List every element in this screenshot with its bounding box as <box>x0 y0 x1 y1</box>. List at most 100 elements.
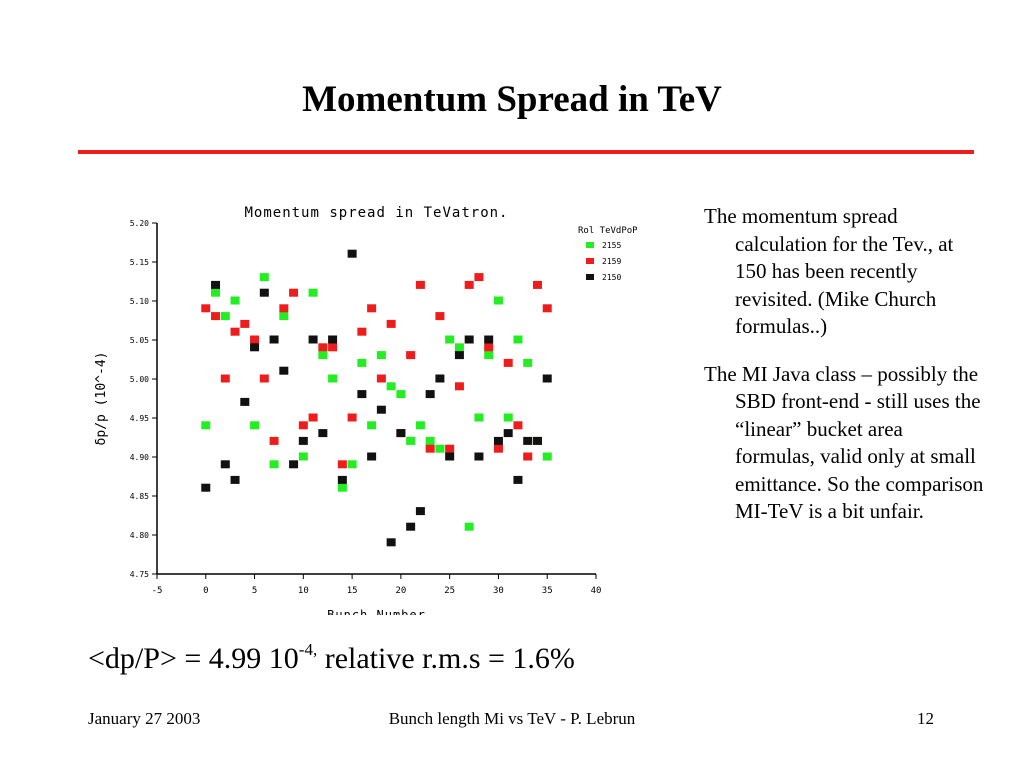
data-point <box>328 335 338 344</box>
data-point <box>250 335 260 344</box>
data-point <box>230 475 240 484</box>
data-point <box>347 413 357 422</box>
y-tick-label: 5.15 <box>130 258 149 267</box>
legend-marker <box>586 258 594 264</box>
data-point <box>464 335 474 344</box>
data-point <box>435 444 445 453</box>
data-point <box>454 343 464 352</box>
data-point <box>318 351 328 360</box>
legend-marker <box>586 242 594 248</box>
data-point <box>347 460 357 469</box>
y-tick-label: 4.75 <box>130 570 149 579</box>
data-point <box>474 273 484 282</box>
data-point <box>211 312 221 321</box>
data-point <box>376 351 386 360</box>
data-point <box>279 304 289 313</box>
data-point <box>435 374 445 383</box>
x-tick-label: 5 <box>252 586 257 596</box>
y-tick-label: 5.05 <box>130 336 149 345</box>
data-point <box>259 273 269 282</box>
momentum-spread-chart: -5 0 5 10 15 20 25 30 35 40 4.75 4.80 4.85 4.90 4.95 5.… <box>94 205 638 615</box>
data-point <box>474 413 484 422</box>
data-point <box>415 421 425 430</box>
data-point <box>493 296 503 305</box>
legend-title: Rol TeVdPoP <box>578 226 638 236</box>
data-point <box>259 288 269 297</box>
x-axis-label: Bunch Number <box>327 608 426 615</box>
data-point <box>289 288 299 297</box>
data-point <box>454 351 464 360</box>
data-point <box>425 390 435 399</box>
data-point <box>347 249 357 258</box>
y-tick-label: 4.80 <box>130 531 149 540</box>
data-point <box>220 374 230 383</box>
data-point <box>230 327 240 336</box>
data-point <box>220 312 230 321</box>
data-point <box>532 436 542 445</box>
data-point <box>337 483 347 492</box>
y-tick-label: 4.95 <box>130 414 149 423</box>
data-point <box>250 421 260 430</box>
bullet-item-1: The momentum spread calculation for the … <box>704 204 954 338</box>
data-point <box>328 343 338 352</box>
x-tick-label: 20 <box>395 586 406 596</box>
data-point <box>484 351 494 360</box>
data-point <box>484 343 494 352</box>
x-tick-label: 40 <box>591 586 602 596</box>
x-tick-label: 35 <box>542 586 553 596</box>
data-point <box>396 429 406 438</box>
legend-label: 2155 <box>602 241 621 250</box>
data-point <box>318 429 328 438</box>
x-tick-label: 15 <box>347 586 358 596</box>
data-point <box>425 444 435 453</box>
data-point <box>240 319 250 328</box>
data-point <box>523 452 533 461</box>
y-tick-label: 4.85 <box>130 492 149 501</box>
data-point <box>240 397 250 406</box>
data-point <box>454 382 464 391</box>
data-point <box>308 413 318 422</box>
summary-exponent: -4, <box>298 640 318 659</box>
data-point <box>484 335 494 344</box>
y-tick-label: 5.20 <box>130 219 149 228</box>
data-point <box>435 312 445 321</box>
data-point <box>542 374 552 383</box>
data-point <box>445 444 455 453</box>
data-point <box>357 327 367 336</box>
x-tick-label: 30 <box>493 586 504 596</box>
data-point <box>211 280 221 289</box>
data-point <box>396 390 406 399</box>
y-tick-label: 5.00 <box>130 375 149 384</box>
data-point <box>201 421 211 430</box>
footer-title: Bunch length Mi vs TeV - P. Lebrun <box>388 709 636 728</box>
data-point <box>503 413 513 422</box>
data-point <box>386 538 396 547</box>
legend-label: 2150 <box>602 273 621 282</box>
data-point <box>269 460 279 469</box>
x-tick-label: 10 <box>298 586 309 596</box>
data-point <box>415 280 425 289</box>
data-point <box>406 522 416 531</box>
data-point <box>386 382 396 391</box>
data-point <box>337 475 347 484</box>
data-point <box>513 421 523 430</box>
data-point <box>513 335 523 344</box>
data-point <box>474 452 484 461</box>
data-point <box>464 280 474 289</box>
data-point <box>513 475 523 484</box>
y-tick-label: 4.90 <box>130 453 149 462</box>
data-point <box>542 452 552 461</box>
slide-title: Momentum Spread in TeV <box>302 79 722 120</box>
data-point <box>542 304 552 313</box>
bullet-list: The momentum spread calculation for the … <box>704 203 984 546</box>
data-point <box>406 436 416 445</box>
data-point <box>406 351 416 360</box>
data-point <box>269 335 279 344</box>
data-point <box>279 366 289 375</box>
summary-line: <dp/P> = 4.99 10-4, relative r.m.s = 1.6… <box>88 640 575 676</box>
data-point <box>318 343 328 352</box>
data-point <box>289 460 299 469</box>
summary-prefix: <dp/P> = 4.99 10 <box>88 642 299 675</box>
data-point <box>503 429 513 438</box>
x-tick-label: 0 <box>203 586 208 596</box>
